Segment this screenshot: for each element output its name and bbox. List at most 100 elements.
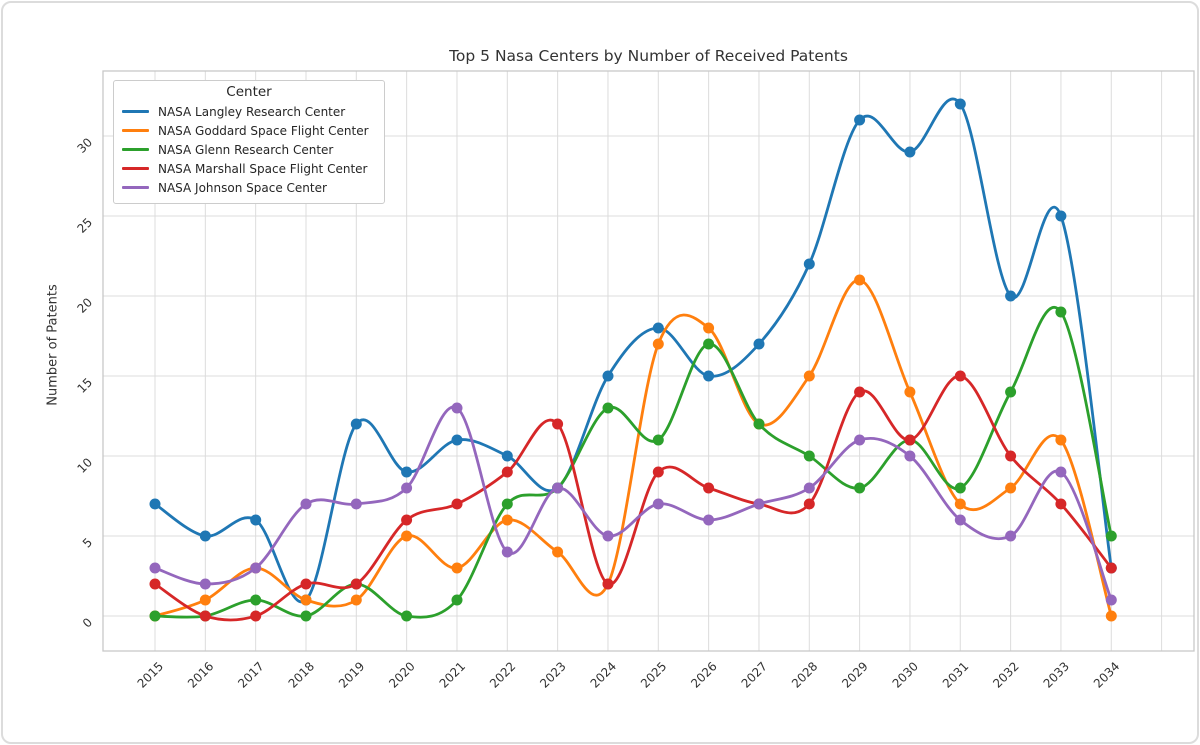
- data-point: [954, 498, 966, 510]
- series-line: [153, 278, 1113, 618]
- legend-item: NASA Langley Research Center: [122, 102, 376, 121]
- x-tick-label: 2029: [839, 659, 870, 690]
- legend-item: NASA Marshall Space Flight Center: [122, 159, 376, 178]
- data-point: [300, 578, 312, 590]
- x-tick-label: 2016: [185, 659, 216, 690]
- x-tick-label: 2026: [688, 659, 719, 690]
- data-point: [1105, 530, 1117, 542]
- data-point: [1005, 450, 1017, 462]
- x-tick-label: 2032: [990, 659, 1021, 690]
- data-point: [401, 530, 413, 542]
- data-point: [954, 98, 966, 110]
- legend-label: NASA Langley Research Center: [158, 104, 346, 119]
- legend-line-swatch: [122, 148, 149, 151]
- data-point: [1055, 306, 1067, 318]
- x-tick-label: 2033: [1041, 659, 1072, 690]
- data-point: [1105, 562, 1117, 574]
- y-tick-label: 30: [74, 135, 95, 156]
- x-tick-label: 2027: [739, 659, 770, 690]
- legend-line-swatch: [122, 129, 149, 132]
- data-point: [904, 146, 916, 158]
- data-point: [401, 514, 413, 526]
- data-point: [1005, 290, 1017, 302]
- data-point: [401, 482, 413, 494]
- data-point: [1005, 482, 1017, 494]
- data-point: [300, 610, 312, 622]
- y-tick-label: 5: [80, 535, 95, 550]
- data-point: [854, 114, 866, 126]
- data-point: [300, 498, 312, 510]
- legend-label: NASA Marshall Space Flight Center: [158, 161, 368, 176]
- data-point: [803, 258, 815, 270]
- y-tick-label: 15: [74, 375, 95, 396]
- data-point: [854, 274, 866, 286]
- data-point: [703, 322, 715, 334]
- data-point: [250, 562, 262, 574]
- data-point: [1105, 594, 1117, 606]
- data-point: [703, 514, 715, 526]
- data-point: [954, 514, 966, 526]
- x-tick-label: 2028: [789, 659, 820, 690]
- x-tick-label: 2024: [588, 659, 619, 690]
- series-line: [153, 405, 1113, 602]
- series-line: [153, 374, 1113, 622]
- data-point: [199, 610, 211, 622]
- data-point: [602, 530, 614, 542]
- data-point: [350, 418, 362, 430]
- x-tick-label: 2025: [638, 659, 669, 690]
- data-point: [803, 450, 815, 462]
- x-tick-label: 2034: [1091, 659, 1122, 690]
- y-tick-label: 10: [74, 455, 95, 476]
- data-point: [501, 498, 513, 510]
- legend-item: NASA Glenn Research Center: [122, 140, 376, 159]
- data-point: [703, 338, 715, 350]
- data-point: [552, 482, 564, 494]
- series-nasa-marshall-space-flight-center: [149, 370, 1117, 622]
- data-point: [451, 498, 463, 510]
- x-tick-label: 2018: [286, 659, 317, 690]
- x-tick-label: 2030: [890, 659, 921, 690]
- legend-line-swatch: [122, 167, 149, 170]
- data-point: [350, 498, 362, 510]
- data-point: [904, 434, 916, 446]
- data-point: [451, 594, 463, 606]
- data-point: [451, 402, 463, 414]
- data-point: [250, 514, 262, 526]
- y-tick-label: 20: [74, 295, 95, 316]
- data-point: [451, 562, 463, 574]
- data-point: [1105, 610, 1117, 622]
- data-point: [652, 338, 664, 350]
- x-tick-label: 2015: [135, 659, 166, 690]
- data-point: [904, 450, 916, 462]
- data-point: [803, 370, 815, 382]
- legend-line-swatch: [122, 186, 149, 189]
- data-point: [803, 482, 815, 494]
- legend-label: NASA Johnson Space Center: [158, 180, 327, 195]
- legend-title: Center: [226, 84, 272, 100]
- series-nasa-goddard-space-flight-center: [149, 274, 1117, 622]
- x-tick-label: 2023: [537, 659, 568, 690]
- data-point: [552, 546, 564, 558]
- data-point: [350, 578, 362, 590]
- data-point: [703, 370, 715, 382]
- data-point: [954, 482, 966, 494]
- x-tick-label: 2020: [386, 659, 417, 690]
- data-point: [602, 578, 614, 590]
- data-point: [149, 610, 161, 622]
- data-point: [652, 466, 664, 478]
- data-point: [954, 370, 966, 382]
- y-tick-label: 0: [80, 615, 95, 630]
- data-point: [652, 498, 664, 510]
- x-tick-label: 2031: [940, 659, 971, 690]
- data-point: [753, 338, 765, 350]
- legend-item: NASA Goddard Space Flight Center: [122, 121, 376, 140]
- series-nasa-johnson-space-center: [149, 402, 1117, 606]
- data-point: [602, 402, 614, 414]
- data-point: [250, 610, 262, 622]
- plot-area: 2015 2016 2017 2018 2019 2020 2021 2022 2023 2024…: [74, 70, 1195, 691]
- data-point: [854, 386, 866, 398]
- y-tick-label: 25: [74, 215, 95, 236]
- data-point: [149, 562, 161, 574]
- data-point: [1055, 210, 1067, 222]
